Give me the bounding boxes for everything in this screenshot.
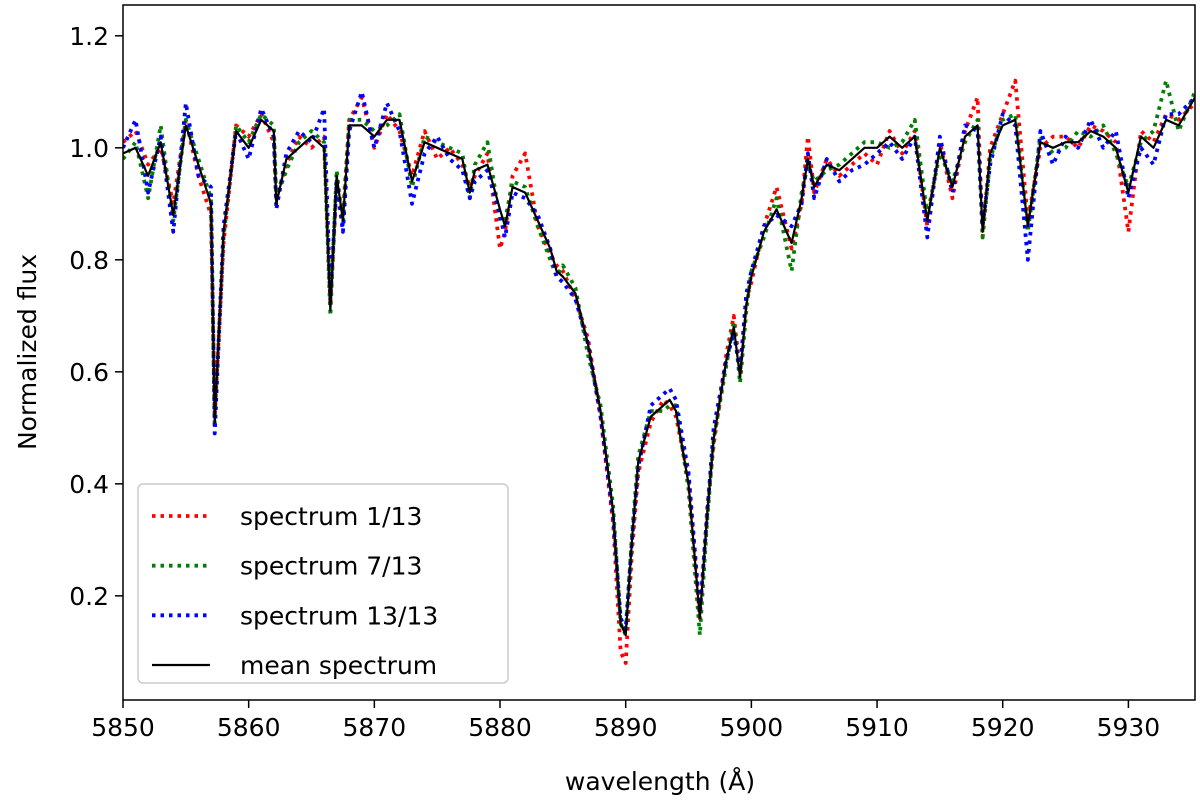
legend: spectrum 1/13 spectrum 7/13 spectrum 13/13… (137, 483, 509, 684)
x-tick-label: 5890 (594, 713, 658, 742)
legend-label: spectrum 13/13 (240, 601, 438, 630)
series-line (123, 96, 1195, 637)
y-tick-label: 1.2 (69, 22, 109, 51)
legend-box (137, 483, 509, 684)
x-tick-label: 5910 (845, 713, 909, 742)
plot-area (123, 78, 1195, 665)
x-tick-label: 5850 (91, 713, 155, 742)
y-tick-label: 0.2 (69, 582, 109, 611)
x-axis-label: wavelength (Å) (565, 767, 755, 796)
legend-label: mean spectrum (240, 651, 437, 680)
x-tick-label: 5920 (971, 713, 1035, 742)
y-tick-label: 1.0 (69, 134, 109, 163)
legend-label: spectrum 1/13 (240, 502, 422, 531)
legend-label: spectrum 7/13 (240, 552, 422, 581)
x-tick-label: 5860 (217, 713, 281, 742)
x-tick-label: 5930 (1097, 713, 1161, 742)
x-tick-label: 5900 (720, 713, 784, 742)
x-tick-label: 5880 (468, 713, 532, 742)
y-tick-label: 0.6 (69, 358, 109, 387)
y-tick-label: 0.4 (69, 470, 109, 499)
y-axis-label: Normalized flux (13, 254, 42, 450)
y-tick-label: 0.8 (69, 246, 109, 275)
x-tick-label: 5870 (343, 713, 407, 742)
axes-frame (122, 4, 1196, 701)
series-line (123, 78, 1195, 665)
